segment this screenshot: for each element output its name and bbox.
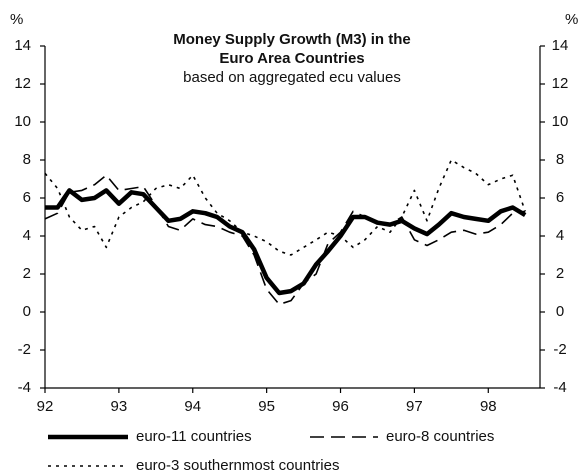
series-line: [44, 174, 526, 306]
x-tick-label: 93: [111, 398, 128, 415]
y-tick-label: -2: [18, 341, 31, 358]
y-tick-label: 10: [14, 113, 31, 130]
y-tick-label: 0: [23, 303, 31, 320]
chart-title: Euro Area Countries: [219, 50, 364, 67]
y-tick-label: 4: [23, 227, 31, 244]
y-axis-label: %: [10, 11, 23, 28]
series-line: [44, 159, 526, 256]
x-tick-label: 95: [258, 398, 275, 415]
series-line: [45, 188, 527, 296]
y2-tick-label: 4: [556, 227, 564, 244]
x-tick-label: 94: [184, 398, 201, 415]
legend-label: euro-8 countries: [386, 428, 494, 445]
x-tick-label: 97: [406, 398, 423, 415]
y2-tick-label: 6: [556, 189, 564, 206]
y-tick-label: 14: [14, 37, 31, 54]
y2-tick-label: -2: [553, 341, 566, 358]
y-tick-label: 8: [23, 151, 31, 168]
y2-tick-label: 10: [552, 113, 569, 130]
y-tick-label: 2: [23, 265, 31, 282]
y-tick-label: -4: [18, 379, 31, 396]
y2-tick-label: 12: [552, 75, 569, 92]
chart-title: Money Supply Growth (M3) in the: [173, 31, 411, 48]
x-tick-label: 96: [332, 398, 349, 415]
y2-tick-label: 14: [552, 37, 569, 54]
x-tick-label: 98: [480, 398, 497, 415]
y2-tick-label: 0: [556, 303, 564, 320]
y2-tick-label: -4: [553, 379, 566, 396]
y2-tick-label: 2: [556, 265, 564, 282]
chart-subtitle: based on aggregated ecu values: [183, 69, 401, 86]
legend-label: euro-11 countries: [136, 428, 252, 445]
y-tick-label: 6: [23, 189, 31, 206]
y2-tick-label: 8: [556, 151, 564, 168]
y-tick-label: 12: [14, 75, 31, 92]
y2-axis-label: %: [565, 11, 578, 28]
legend-label: euro-3 southernmost countries: [136, 457, 339, 474]
x-tick-label: 92: [37, 398, 54, 415]
